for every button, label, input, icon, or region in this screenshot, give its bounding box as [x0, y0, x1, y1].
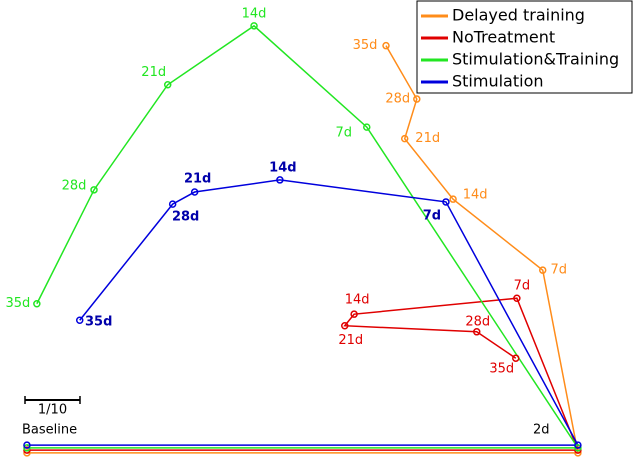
point-label: 28d [172, 210, 199, 225]
legend-box [416, 0, 633, 94]
data-point [23, 449, 31, 457]
end-label: 2d [533, 423, 550, 438]
data-point [163, 80, 172, 89]
point-label: 14d [242, 6, 267, 21]
data-point [574, 441, 582, 449]
point-label: 7d [514, 279, 531, 294]
point-label: 7d [335, 126, 352, 141]
data-point [382, 41, 390, 50]
legend-label: Delayed training [452, 6, 585, 25]
point-label: 28d [465, 314, 490, 329]
point-label: 14d [269, 160, 296, 175]
series-line [26, 45, 579, 454]
data-point [574, 444, 582, 452]
data-point [442, 198, 450, 206]
point-label: 28d [385, 92, 410, 107]
data-point [574, 449, 582, 457]
point-label: 7d [423, 208, 441, 223]
data-point [33, 299, 41, 308]
data-point [413, 95, 421, 103]
scale-bar-label: 1/10 [38, 403, 67, 418]
point-label: 7d [550, 263, 567, 278]
data-point [23, 441, 31, 449]
series-line [26, 179, 580, 446]
point-label: 21d [141, 65, 166, 80]
point-label: 21d [338, 333, 363, 348]
legend-label: NoTreatment [452, 28, 555, 47]
data-point [341, 321, 349, 330]
data-point [75, 316, 84, 324]
point-label: 21d [184, 172, 211, 187]
data-point [512, 354, 520, 362]
point-label: 28d [62, 178, 87, 193]
legend-label: Stimulation&Training [452, 50, 619, 69]
data-point [276, 176, 284, 184]
data-point [363, 123, 371, 131]
legend-label: Stimulation [452, 72, 544, 91]
data-point [23, 444, 31, 452]
data-point [90, 186, 98, 194]
point-label: 35d [353, 38, 378, 53]
data-point [472, 328, 481, 336]
data-point [538, 266, 547, 274]
legend: Delayed training NoTreatment Stimulation&T… [416, 0, 633, 94]
point-label: 35d [5, 296, 30, 311]
baseline-label: Baseline [22, 423, 77, 438]
data-point [513, 294, 521, 302]
data-point [190, 188, 199, 196]
data-point [168, 200, 177, 208]
point-label: 21d [415, 131, 440, 146]
point-label: 35d [85, 315, 112, 330]
data-point [250, 22, 258, 30]
data-point [350, 310, 358, 318]
data-point [400, 134, 409, 143]
data-point [449, 195, 457, 203]
point-label: 35d [489, 362, 514, 377]
point-label: 14d [463, 188, 488, 203]
point-label: 14d [345, 293, 370, 308]
